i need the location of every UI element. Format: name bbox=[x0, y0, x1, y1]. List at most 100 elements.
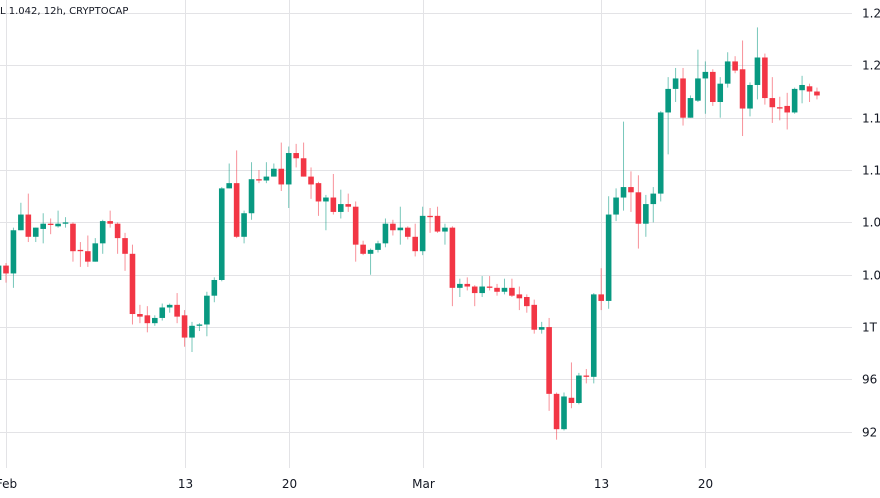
candle-down bbox=[531, 299, 538, 334]
candle-down bbox=[434, 206, 441, 233]
time-axis[interactable]: Feb 13 20 Mar 13 20 bbox=[0, 477, 713, 491]
candle-body bbox=[449, 227, 456, 288]
candle-body bbox=[196, 324, 203, 326]
candle-body bbox=[85, 251, 91, 262]
candle-body bbox=[315, 183, 322, 202]
candle-up bbox=[204, 291, 210, 337]
candle-up bbox=[323, 194, 329, 231]
series-legend: L 1.042, 12h, CRYPTOCAP bbox=[0, 6, 129, 17]
candle-down bbox=[345, 193, 352, 212]
candle-body bbox=[546, 327, 552, 394]
candle-body bbox=[323, 197, 329, 202]
candle-down bbox=[427, 208, 433, 233]
candle-up bbox=[717, 77, 724, 118]
candle-down bbox=[806, 83, 813, 102]
candle-body bbox=[583, 375, 590, 377]
candle-body bbox=[643, 204, 649, 224]
x-tick-label: Feb bbox=[0, 477, 17, 491]
candle-up bbox=[248, 162, 255, 220]
candle-up bbox=[367, 248, 374, 275]
candle-body bbox=[0, 265, 2, 280]
candle-down bbox=[464, 277, 471, 291]
candle-body bbox=[695, 78, 701, 101]
candle-up bbox=[32, 227, 39, 243]
candle-up bbox=[613, 188, 619, 222]
candle-up bbox=[724, 52, 731, 88]
candle-up bbox=[791, 87, 798, 114]
candle-body bbox=[799, 84, 805, 91]
candle-down bbox=[449, 226, 456, 307]
candle-body bbox=[598, 294, 604, 301]
candle-body bbox=[300, 158, 307, 177]
candle-up bbox=[620, 121, 627, 211]
candle-up bbox=[382, 218, 389, 248]
candle-body bbox=[204, 295, 210, 325]
candle-up bbox=[538, 321, 545, 334]
candle-down bbox=[308, 167, 314, 199]
candle-body bbox=[308, 176, 314, 185]
candle-body bbox=[271, 168, 277, 177]
y-tick-label: 1.0 bbox=[862, 216, 880, 230]
candle-body bbox=[10, 230, 17, 274]
y-tick-label: 96 bbox=[862, 373, 877, 387]
candle-down bbox=[814, 87, 820, 100]
candle-body bbox=[397, 227, 404, 231]
candle-body bbox=[92, 243, 99, 262]
candle-body bbox=[427, 215, 433, 218]
candle-body bbox=[516, 294, 523, 299]
candle-up bbox=[18, 202, 24, 231]
candle-up bbox=[687, 95, 694, 118]
candle-body bbox=[211, 279, 218, 296]
candle-up bbox=[263, 162, 270, 184]
candle-body bbox=[129, 253, 136, 315]
candle-up bbox=[338, 189, 344, 219]
candle-body bbox=[457, 283, 463, 288]
candle-down bbox=[330, 173, 337, 215]
candle-body bbox=[293, 153, 299, 159]
candle-body bbox=[174, 304, 180, 317]
candle-body bbox=[590, 294, 597, 377]
candle-down bbox=[494, 283, 500, 296]
candle-up bbox=[10, 227, 17, 288]
candle-body bbox=[635, 192, 642, 224]
candle-body bbox=[345, 204, 352, 207]
candle-up bbox=[747, 82, 753, 117]
candle-down bbox=[256, 170, 262, 184]
candle-body bbox=[25, 214, 32, 237]
candle-body bbox=[233, 183, 240, 237]
candle-body bbox=[494, 287, 500, 292]
candle-body bbox=[99, 221, 106, 244]
price-axis[interactable]: 1.2 1.2 1.1 1.1 1.0 1.0 1T 96 92 bbox=[862, 7, 880, 440]
candle-body bbox=[717, 83, 724, 102]
candle-down bbox=[300, 142, 307, 177]
candle-down bbox=[739, 40, 746, 137]
candle-down bbox=[680, 67, 686, 126]
candle-up bbox=[375, 240, 381, 253]
candle-body bbox=[791, 88, 798, 113]
candle-down bbox=[278, 142, 285, 191]
candle-down bbox=[516, 286, 523, 311]
candle-body bbox=[776, 107, 783, 109]
candle-body bbox=[3, 265, 9, 274]
candle-down bbox=[70, 222, 76, 262]
candle-body bbox=[486, 286, 493, 288]
candle-down bbox=[769, 77, 776, 123]
candle-body bbox=[724, 61, 731, 84]
candle-body bbox=[218, 188, 225, 280]
candle-up bbox=[166, 303, 173, 313]
candle-body bbox=[338, 204, 344, 212]
candle-body bbox=[55, 223, 61, 227]
candle-body bbox=[412, 236, 418, 252]
candle-down bbox=[390, 219, 396, 236]
candle-body bbox=[769, 98, 776, 108]
candles bbox=[0, 27, 820, 440]
candle-up bbox=[196, 323, 203, 332]
candle-up bbox=[665, 77, 671, 155]
candle-down bbox=[471, 285, 478, 307]
candle-up bbox=[650, 187, 657, 223]
candle-body bbox=[576, 375, 582, 404]
candle-body bbox=[40, 223, 46, 229]
x-tick-label: 13 bbox=[178, 477, 193, 491]
candle-up bbox=[419, 206, 426, 256]
